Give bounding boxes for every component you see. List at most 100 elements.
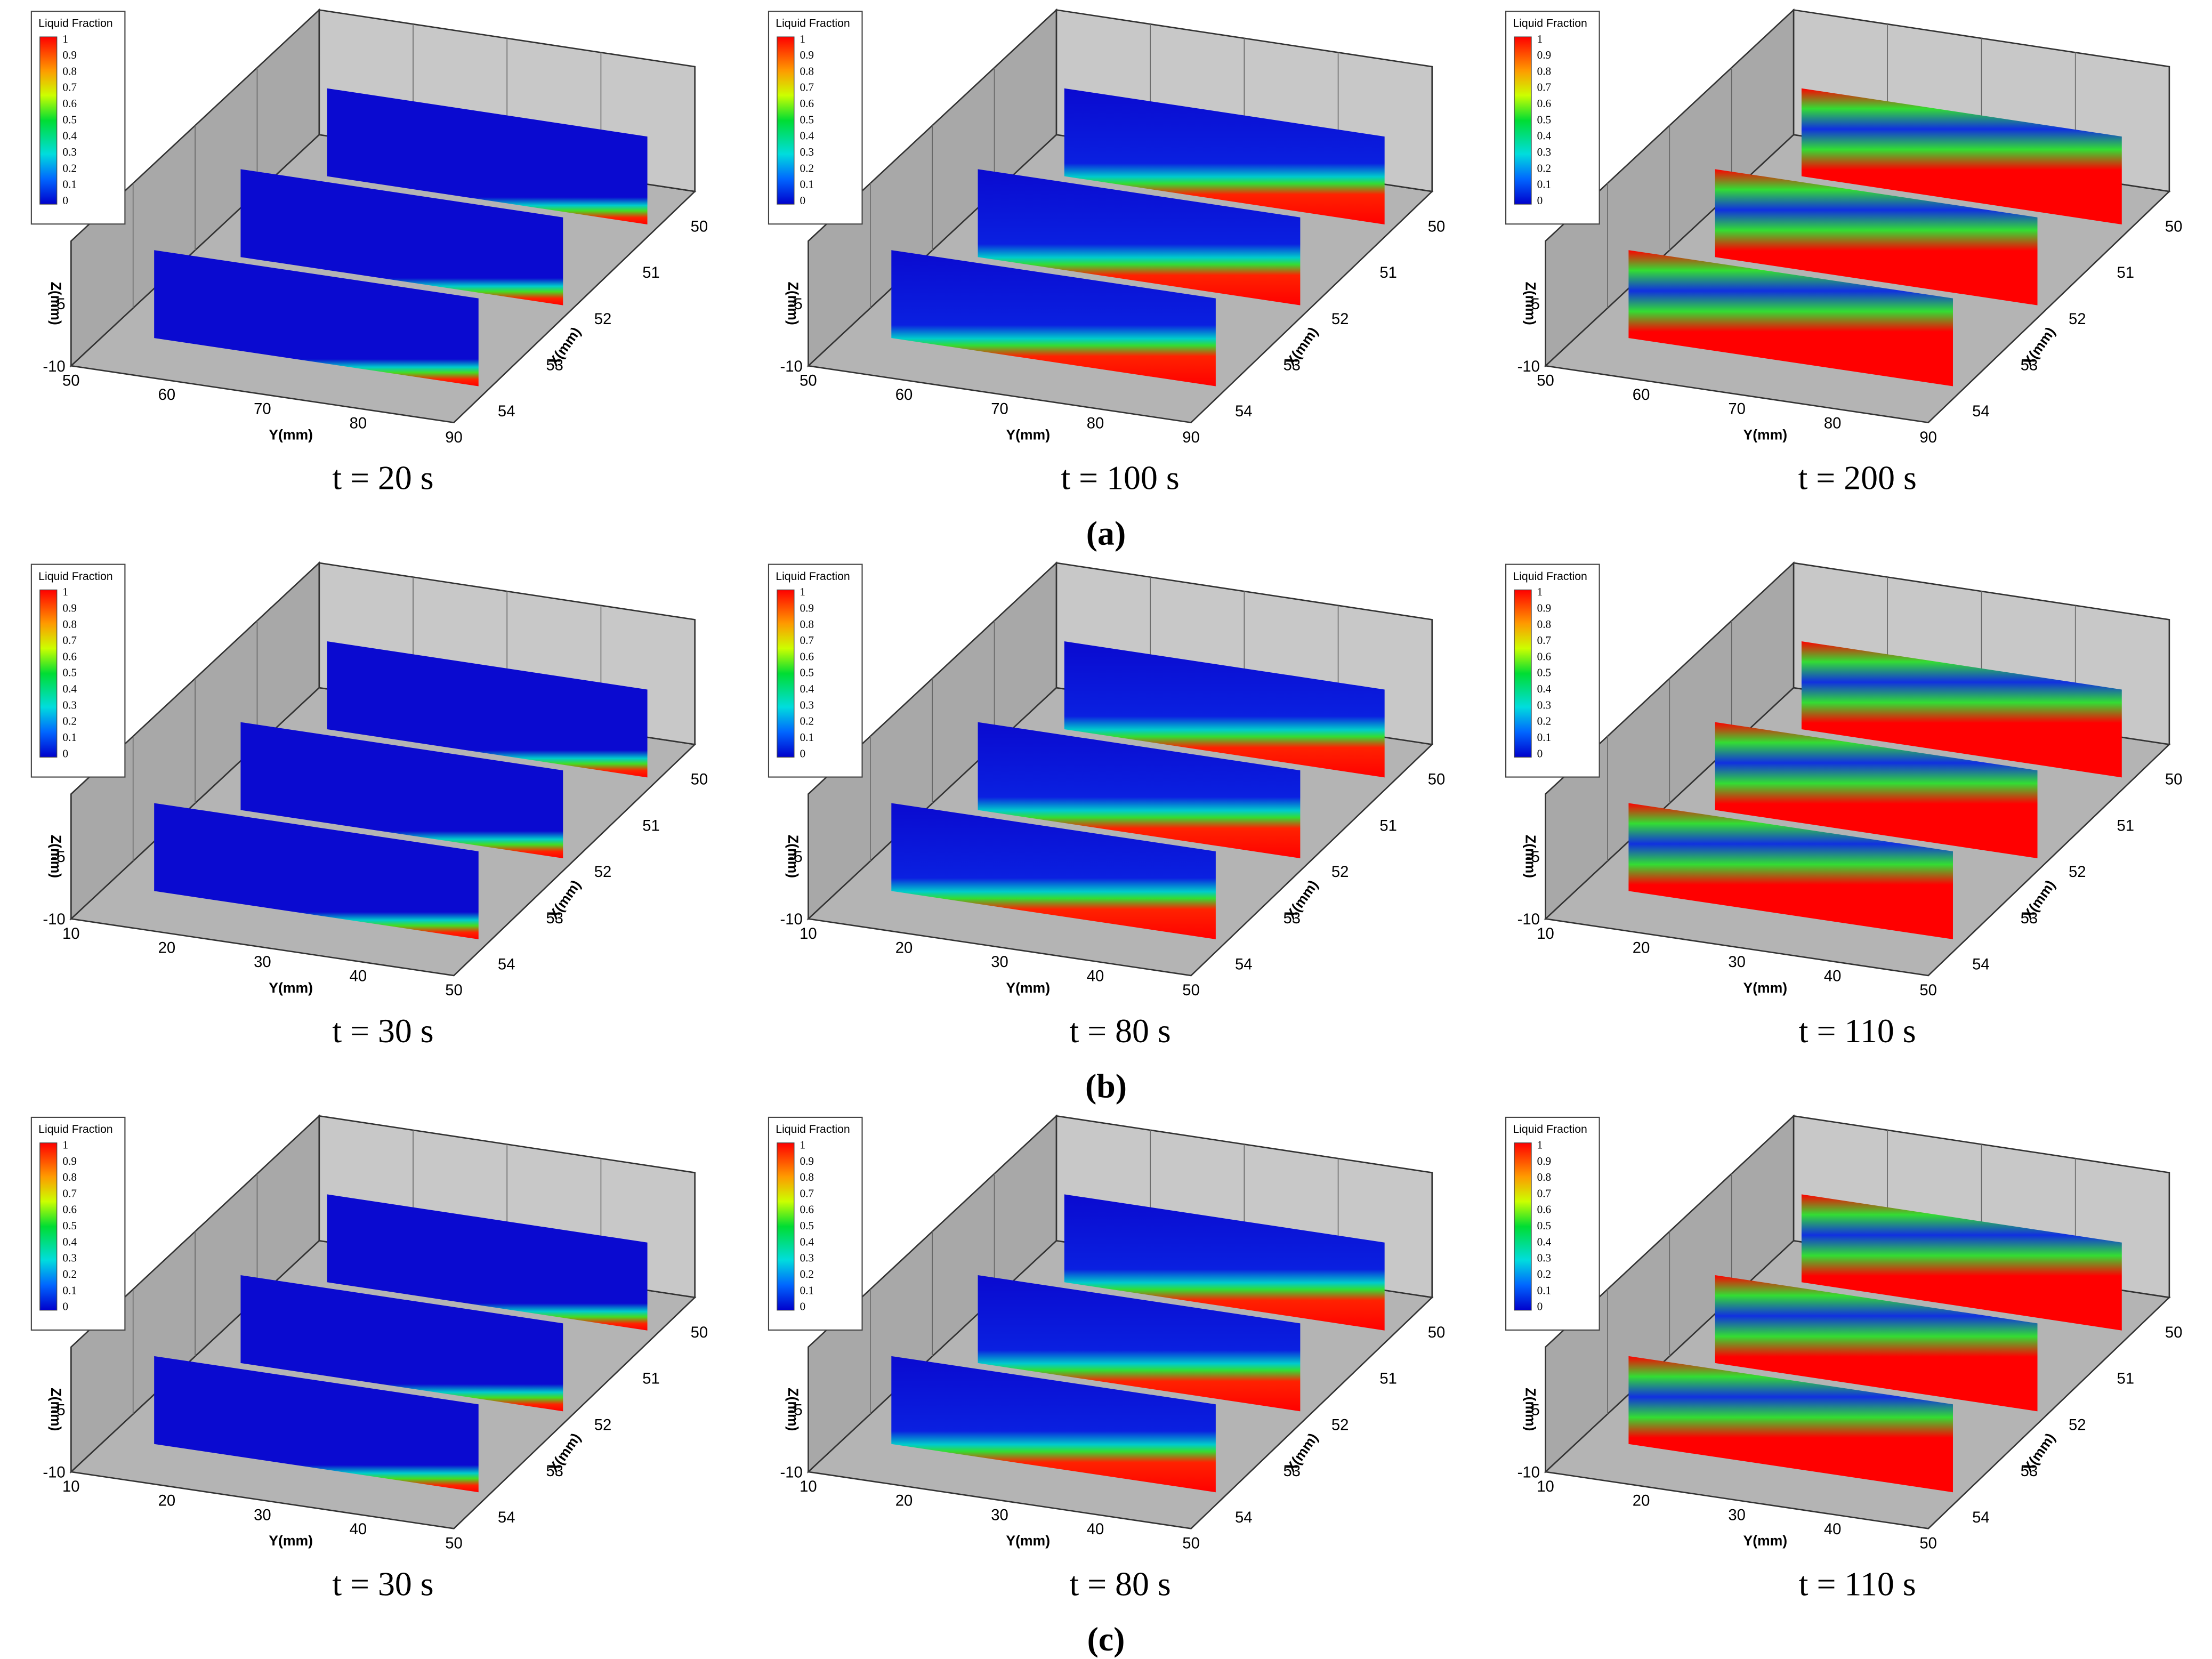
z-axis-label: Z(mm)	[1522, 1388, 1538, 1431]
slice	[154, 1356, 479, 1493]
panel: 1020304050Y(mm)5051525354X(mm)-5-10Z(mm)…	[768, 561, 1445, 1050]
y-axis-label: Y(mm)	[269, 980, 313, 996]
colorbar	[777, 1142, 795, 1311]
y-tick-label: 50	[1919, 1535, 1937, 1552]
x-axis-label: X(mm)	[1283, 877, 1321, 922]
legend-tick-label: 0.5	[800, 113, 814, 126]
legend-title: Liquid Fraction	[1513, 1123, 1587, 1135]
z-tick-label: -5	[52, 296, 66, 313]
legend-tick-label: 0.2	[62, 1268, 77, 1281]
x-tick-label: 51	[2117, 1371, 2134, 1388]
row-label: (c)	[1087, 1620, 1125, 1658]
legend-tick-label: 0.2	[62, 715, 77, 728]
legend-title: Liquid Fraction	[38, 17, 112, 30]
x-axis-label: X(mm)	[546, 324, 584, 369]
x-tick-label: 51	[1379, 1371, 1397, 1388]
caption: t = 110 s	[1799, 1012, 1916, 1050]
y-tick-label: 60	[1633, 386, 1650, 404]
legend-tick-label: 1	[800, 1138, 805, 1151]
legend-tick-label: 0	[62, 194, 68, 207]
z-tick-label: -10	[1517, 1464, 1540, 1481]
legend-tick-label: 1	[1537, 33, 1543, 45]
y-axis-label: Y(mm)	[1006, 980, 1050, 996]
legend-tick-label: 0	[800, 194, 805, 207]
y-tick-label: 20	[895, 1493, 913, 1510]
caption: t = 80 s	[1069, 1565, 1170, 1602]
y-tick-label: 40	[1087, 1521, 1104, 1538]
y-axis-label: Y(mm)	[1743, 1533, 1787, 1549]
legend-tick-label: 0.2	[1537, 1268, 1552, 1281]
legend-tick-label: 0.7	[62, 81, 77, 94]
legend-tick-label: 0.5	[1537, 113, 1552, 126]
x-tick-label: 52	[1331, 1416, 1349, 1433]
legend-tick-label: 0.2	[62, 162, 77, 174]
z-tick-label: -5	[52, 1402, 66, 1419]
legend-tick-label: 0.6	[1537, 650, 1552, 663]
y-tick-label: 50	[62, 372, 80, 389]
legend-tick-label: 0.3	[800, 146, 814, 158]
legend-tick-label: 0.9	[1537, 49, 1552, 61]
legend-tick-label: 0.9	[62, 49, 77, 61]
x-tick-label: 50	[1428, 218, 1446, 235]
y-tick-label: 70	[254, 401, 271, 418]
legend-tick-label: 0.4	[800, 682, 814, 695]
caption: t = 30 s	[332, 1565, 433, 1602]
x-tick-label: 50	[691, 218, 708, 235]
legend-tick-label: 0.2	[1537, 715, 1552, 728]
y-tick-label: 30	[1728, 954, 1746, 971]
legend-tick-label: 0.8	[1537, 65, 1552, 77]
y-tick-label: 80	[1087, 415, 1104, 432]
z-axis-label: Z(mm)	[48, 1388, 64, 1431]
x-tick-label: 52	[1331, 311, 1349, 328]
legend-tick-label: 0.6	[800, 97, 814, 110]
legend-tick-label: 0.5	[62, 666, 77, 679]
colorbar	[777, 36, 795, 205]
panel: 1020304050Y(mm)5051525354X(mm)-5-10Z(mm)…	[30, 561, 708, 1050]
x-tick-label: 52	[2069, 864, 2086, 881]
y-tick-label: 30	[254, 1507, 271, 1524]
legend-tick-label: 0.8	[62, 618, 77, 631]
x-tick-label: 53	[1283, 910, 1301, 927]
x-tick-label: 52	[594, 864, 612, 881]
y-tick-label: 40	[350, 968, 367, 985]
y-axis-label: Y(mm)	[1006, 1533, 1050, 1549]
legend-tick-label: 0	[62, 747, 68, 760]
legend-tick-label: 0.9	[800, 601, 814, 614]
legend-tick-label: 0.5	[62, 1219, 77, 1232]
y-tick-label: 40	[1824, 1521, 1842, 1538]
legend-tick-label: 1	[62, 33, 68, 45]
x-tick-label: 54	[1972, 1509, 1990, 1526]
legend-tick-label: 0.7	[1537, 81, 1552, 94]
colorbar	[777, 589, 795, 758]
slice	[1801, 1194, 2122, 1331]
x-axis-label: X(mm)	[2020, 1430, 2058, 1476]
y-tick-label: 10	[800, 1478, 817, 1495]
legend-tick-label: 0.6	[1537, 1203, 1552, 1216]
legend-tick-label: 0.1	[1537, 178, 1552, 191]
y-tick-label: 50	[1182, 982, 1200, 999]
z-tick-label: -10	[780, 358, 803, 375]
y-tick-label: 90	[445, 429, 463, 446]
legend-tick-label: 0.9	[1537, 1155, 1552, 1167]
x-tick-label: 52	[2069, 1416, 2086, 1433]
z-tick-label: -10	[43, 911, 65, 928]
y-tick-label: 20	[1633, 1493, 1650, 1510]
colorbar	[39, 1142, 58, 1311]
z-tick-label: -5	[789, 296, 803, 313]
legend-tick-label: 1	[800, 585, 805, 598]
legend-tick-label: 0.2	[800, 715, 814, 728]
slice	[327, 1194, 648, 1331]
x-tick-label: 53	[546, 910, 563, 927]
y-tick-label: 30	[1728, 1507, 1746, 1524]
legend-tick-label: 0.7	[62, 634, 77, 647]
x-tick-label: 50	[2165, 1324, 2183, 1341]
y-tick-label: 90	[1182, 429, 1200, 446]
legend-tick-label: 0	[800, 747, 805, 760]
y-axis-label: Y(mm)	[1743, 980, 1787, 996]
legend-tick-label: 0.2	[1537, 162, 1552, 174]
slice	[1715, 722, 2038, 858]
slice	[1715, 1275, 2038, 1412]
slice	[1064, 641, 1385, 778]
legend-tick-label: 0.3	[62, 698, 77, 711]
x-tick-label: 51	[1379, 264, 1397, 281]
